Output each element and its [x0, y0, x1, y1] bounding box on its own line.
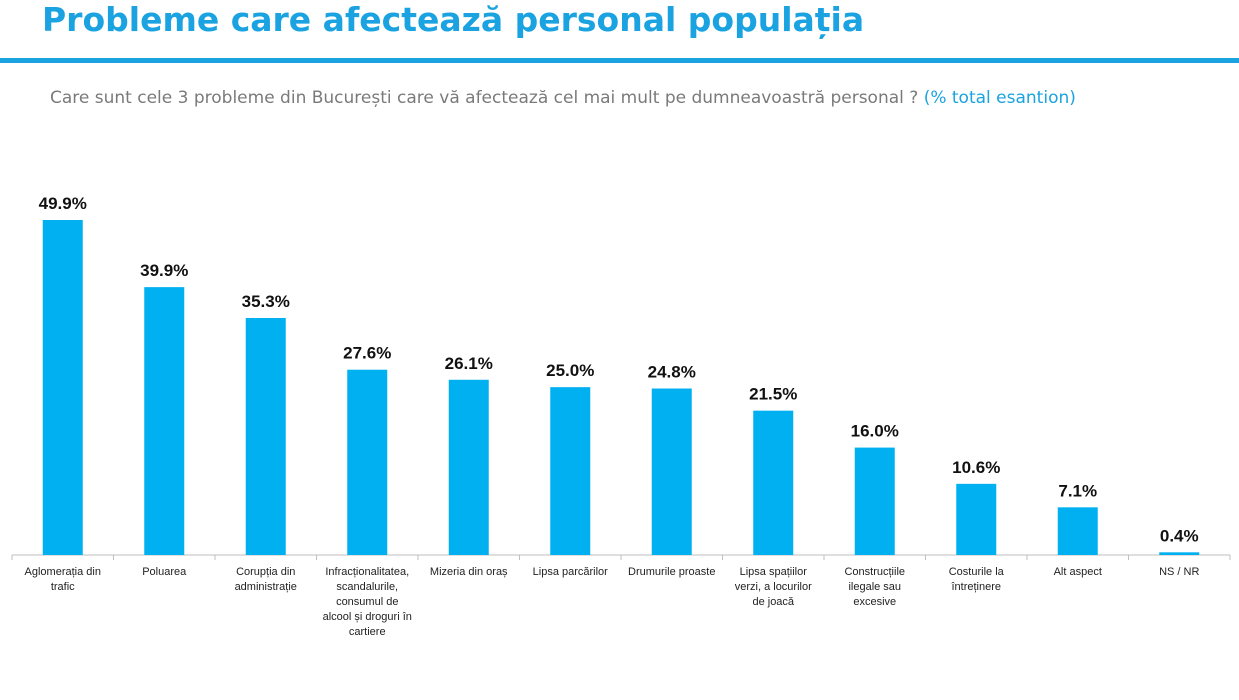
bar — [347, 369, 388, 555]
category-label: NS / NR — [1159, 566, 1199, 578]
bar-value-label: 21.5% — [749, 385, 797, 404]
title-divider — [0, 58, 1239, 63]
bar — [448, 379, 489, 555]
bar-value-label: 7.1% — [1058, 481, 1097, 500]
category-label-line: Alt aspect — [1054, 566, 1102, 578]
category-label-line: de joacă — [752, 596, 794, 608]
category-label-line: Drumurile proaste — [628, 566, 715, 578]
category-label-line: alcool și droguri în — [323, 611, 412, 623]
category-label: Infracționalitatea, scandalurile, consumul… — [323, 566, 412, 638]
category-label-line: Aglomerația din — [25, 566, 101, 578]
bar — [1159, 552, 1200, 555]
category-label: Lipsa parcărilor — [533, 566, 609, 578]
bar-value-label: 25.0% — [546, 361, 594, 380]
category-label-line: Construcțiile — [844, 566, 905, 578]
category-label-line: verzi, a locurilor — [735, 581, 812, 593]
category-label-line: cartiere — [349, 626, 386, 638]
chart-subtitle: Care sunt cele 3 probleme din București … — [50, 88, 1076, 108]
category-label-line: ilegale sau — [848, 581, 901, 593]
bar-value-label: 35.3% — [242, 292, 290, 311]
category-label: Alt aspect — [1054, 566, 1102, 578]
category-label-line: consumul de — [336, 596, 398, 608]
bar-value-label: 26.1% — [445, 354, 493, 373]
bar-value-label: 49.9% — [39, 194, 87, 213]
category-label: Construcțiile ilegale sau excesive — [844, 566, 905, 608]
bar — [956, 483, 997, 555]
category-label-line: trafic — [51, 581, 75, 593]
category-label-line: administrație — [235, 581, 297, 593]
category-label: Corupția din administrație — [235, 566, 297, 593]
bar — [245, 318, 286, 555]
bar-value-label: 27.6% — [343, 344, 391, 363]
category-label-line: excesive — [853, 596, 896, 608]
category-label-line: NS / NR — [1159, 566, 1199, 578]
bar — [651, 388, 692, 555]
category-label: Aglomerația din trafic — [25, 566, 101, 593]
bar — [42, 220, 83, 555]
subtitle-question: Care sunt cele 3 probleme din București … — [50, 88, 919, 108]
category-label: Poluarea — [142, 566, 187, 578]
category-label: Mizeria din oraș — [430, 566, 508, 578]
category-label-line: Lipsa spațiilor — [740, 566, 808, 578]
bar-value-label: 24.8% — [648, 363, 696, 382]
subtitle-note: (% total esantion) — [923, 88, 1076, 108]
category-label-line: Poluarea — [142, 566, 187, 578]
category-label: Drumurile proaste — [628, 566, 715, 578]
category-label-line: Costurile la — [949, 566, 1005, 578]
bar — [144, 287, 185, 555]
bar — [753, 410, 794, 555]
bar-value-label: 10.6% — [952, 458, 1000, 477]
category-label-line: Infracționalitatea, — [325, 566, 409, 578]
category-label-line: întreținere — [950, 581, 1001, 593]
bar — [550, 387, 591, 555]
category-label: Lipsa spațiilor verzi, a locurilor de joac… — [735, 566, 812, 608]
bar-value-label: 16.0% — [851, 422, 899, 441]
bar-value-label: 39.9% — [140, 261, 188, 280]
bar — [1057, 507, 1098, 555]
category-label-line: Mizeria din oraș — [430, 566, 508, 578]
category-label-line: Lipsa parcărilor — [533, 566, 609, 578]
bar-value-label: 0.4% — [1160, 526, 1199, 545]
bar — [854, 447, 895, 555]
category-label-line: scandalurile, — [336, 581, 398, 593]
category-label-line: Corupția din — [236, 566, 295, 578]
category-label: Costurile la întreținere — [949, 566, 1005, 593]
page-title: Probleme care afectează personal populaț… — [42, 0, 865, 39]
